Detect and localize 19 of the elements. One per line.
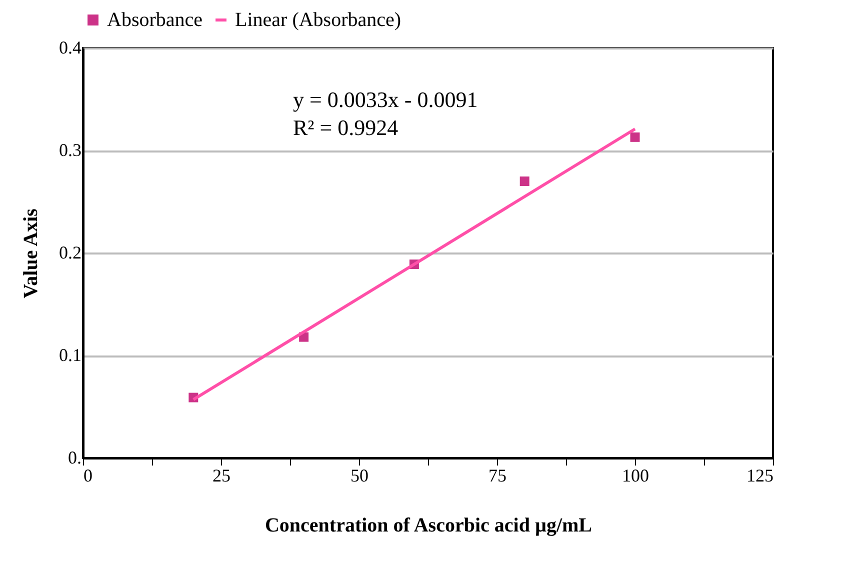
x-tick-label: 100 bbox=[622, 466, 649, 486]
x-tick-label: 0 bbox=[84, 466, 92, 486]
annotation: R² = 0.9924 bbox=[293, 115, 398, 140]
y-tick-label: 0.3 bbox=[59, 140, 82, 160]
x-tick-label: 125 bbox=[746, 466, 774, 486]
annotation: y = 0.0033x - 0.0091 bbox=[293, 87, 478, 112]
point bbox=[520, 176, 530, 186]
legend-label: Absorbance bbox=[107, 9, 203, 31]
x-tick-label: 75 bbox=[488, 466, 506, 486]
y-axis-title: Value Axis bbox=[20, 208, 42, 298]
x-tick-label: 50 bbox=[350, 466, 368, 486]
y-tick-label: 0.1 bbox=[59, 345, 82, 365]
y-tick-label: 0.4 bbox=[59, 38, 82, 58]
y-tick-label: 0.2 bbox=[59, 242, 82, 262]
x-axis-title: Concentration of Ascorbic acid µg/mL bbox=[264, 514, 592, 536]
point bbox=[630, 132, 640, 142]
y-tick-label: 0. bbox=[68, 448, 82, 468]
x-tick-label: 25 bbox=[212, 466, 230, 486]
legend-label: Linear (Absorbance) bbox=[235, 9, 402, 31]
